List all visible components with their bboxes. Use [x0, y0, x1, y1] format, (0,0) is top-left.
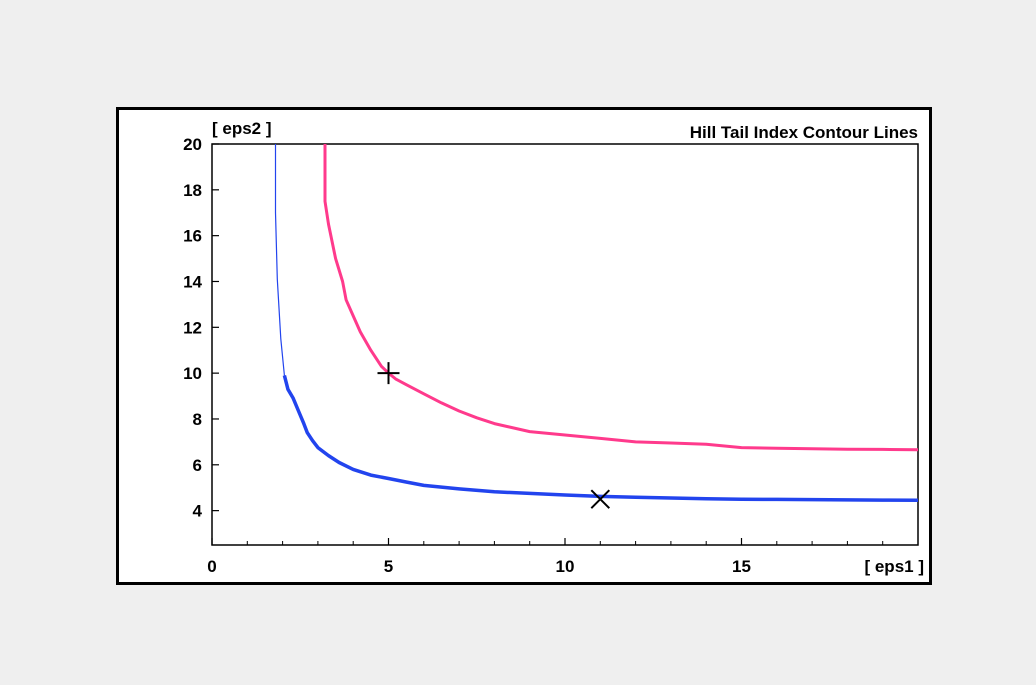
- chart-title: Hill Tail Index Contour Lines: [690, 123, 918, 142]
- y-tick-label: 4: [193, 502, 203, 521]
- x-tick-label: 10: [556, 557, 575, 576]
- y-tick-label: 8: [193, 410, 202, 429]
- contour-chart: 0 5 10 15 4 6 8 10 12 14 16 18 20 Hill Tail Index C…: [183, 119, 924, 576]
- y-tick-label: 16: [183, 227, 202, 246]
- contour-line-2-lower: [282, 374, 919, 503]
- y-tick-label: 20: [183, 135, 202, 154]
- chart-frame: 0 5 10 15 4 6 8 10 12 14 16 18 20 Hill Tail Index C…: [116, 107, 932, 585]
- y-tick-label: 18: [183, 181, 202, 200]
- x-tick-label: 15: [732, 557, 751, 576]
- contour-line-1: [323, 144, 919, 452]
- y-tick-label: 12: [183, 318, 202, 337]
- y-tick-label: 10: [183, 364, 202, 383]
- cross-marker: [590, 489, 611, 509]
- y-axis-label: [ eps2 ]: [212, 119, 272, 138]
- x-tick-label: 0: [207, 557, 216, 576]
- x-axis-label: [ eps1 ]: [864, 557, 924, 576]
- plus-marker: [377, 362, 400, 385]
- y-tick-label: 14: [183, 272, 202, 291]
- x-tick-label: 5: [384, 557, 393, 576]
- plot-area: [211, 143, 919, 546]
- y-tick-label: 6: [193, 456, 202, 475]
- contour-line-2-upper: [274, 144, 285, 376]
